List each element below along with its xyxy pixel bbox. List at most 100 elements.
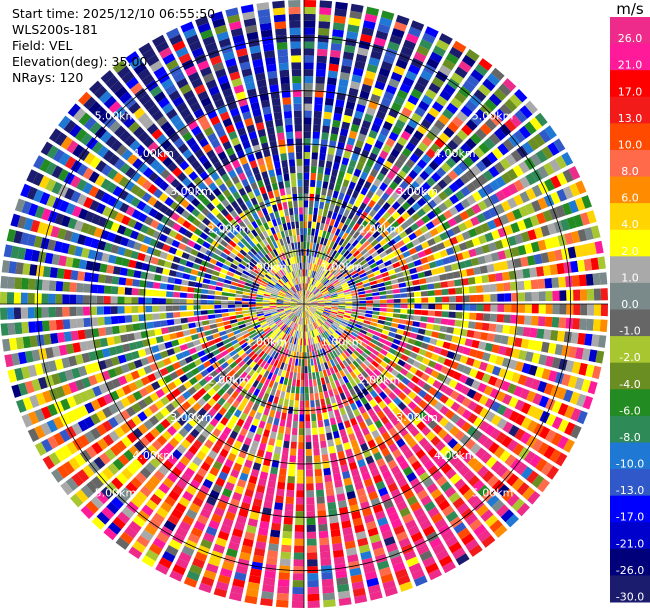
velocity-cell xyxy=(335,1,348,11)
velocity-cell xyxy=(172,305,180,311)
velocity-cell xyxy=(344,540,356,550)
velocity-cell xyxy=(322,323,329,330)
velocity-cell xyxy=(345,301,353,304)
velocity-cell xyxy=(438,202,448,212)
velocity-cell xyxy=(357,315,365,320)
velocity-cell xyxy=(57,332,66,343)
velocity-cell xyxy=(304,345,307,353)
velocity-cell xyxy=(403,39,416,51)
velocity-cell xyxy=(325,397,331,406)
velocity-cell xyxy=(291,434,298,442)
velocity-cell xyxy=(313,124,321,132)
velocity-cell xyxy=(389,230,399,238)
radial-velocity-field xyxy=(0,0,608,608)
velocity-cell xyxy=(359,329,368,335)
velocity-cell xyxy=(126,333,135,342)
velocity-cell xyxy=(405,519,417,530)
velocity-cell xyxy=(403,362,412,371)
velocity-cell xyxy=(221,304,229,309)
velocity-cell xyxy=(340,322,348,328)
velocity-cell xyxy=(434,363,443,372)
velocity-cell xyxy=(385,289,394,295)
velocity-cell xyxy=(274,344,280,352)
velocity-cell xyxy=(358,332,366,338)
velocity-cell xyxy=(360,550,372,561)
velocity-cell xyxy=(323,311,330,315)
velocity-cell xyxy=(317,420,324,428)
velocity-cell xyxy=(504,454,517,467)
velocity-cell xyxy=(462,54,476,68)
velocity-cell xyxy=(302,310,304,318)
velocity-cell xyxy=(404,124,415,135)
velocity-cell xyxy=(301,324,303,332)
velocity-cell xyxy=(349,196,356,205)
velocity-cell xyxy=(272,515,282,524)
velocity-cell xyxy=(201,283,210,289)
velocity-cell xyxy=(385,247,394,255)
velocity-cell xyxy=(41,279,50,291)
velocity-cell xyxy=(106,336,115,346)
velocity-cell xyxy=(173,318,182,325)
velocity-cell xyxy=(356,335,364,341)
velocity-cell xyxy=(343,477,353,486)
velocity-cell xyxy=(327,147,336,155)
velocity-cell xyxy=(311,315,316,322)
velocity-cell xyxy=(362,449,372,459)
velocity-cell xyxy=(431,172,442,183)
velocity-cell xyxy=(168,269,177,277)
velocity-cell xyxy=(495,355,505,366)
velocity-cell xyxy=(434,119,446,131)
velocity-cell xyxy=(307,559,318,567)
velocity-cell xyxy=(314,321,320,328)
velocity-cell xyxy=(82,306,91,316)
velocity-cell xyxy=(269,536,280,545)
velocity-cell xyxy=(320,315,328,320)
velocity-cell xyxy=(337,311,345,315)
velocity-cell xyxy=(180,317,188,324)
velocity-cell xyxy=(373,243,382,251)
velocity-cell xyxy=(367,461,378,471)
velocity-cell xyxy=(406,196,416,206)
velocity-cell xyxy=(258,527,269,536)
velocity-cell xyxy=(69,294,77,304)
velocity-cell xyxy=(396,411,406,421)
velocity-cell xyxy=(277,346,282,354)
velocity-cell xyxy=(329,452,337,461)
velocity-cell xyxy=(304,304,308,311)
velocity-cell xyxy=(307,552,318,560)
velocity-cell xyxy=(331,250,338,258)
velocity-cell xyxy=(308,207,313,215)
velocity-cell xyxy=(319,391,325,400)
velocity-cell xyxy=(398,113,409,124)
velocity-cell xyxy=(407,94,419,106)
velocity-cell xyxy=(358,405,367,415)
velocity-cell xyxy=(389,327,398,333)
velocity-cell xyxy=(63,269,72,280)
velocity-cell xyxy=(222,517,234,528)
velocity-cell xyxy=(466,74,480,88)
velocity-cell xyxy=(380,333,388,340)
velocity-cell xyxy=(494,161,506,174)
velocity-cell xyxy=(343,209,350,218)
velocity-cell xyxy=(352,393,360,402)
velocity-cell xyxy=(310,305,318,309)
velocity-cell xyxy=(447,438,458,449)
velocity-cell xyxy=(309,193,315,201)
velocity-cell xyxy=(442,561,456,574)
velocity-cell xyxy=(339,324,346,330)
velocity-cell xyxy=(294,400,299,408)
velocity-cell xyxy=(252,554,264,564)
velocity-cell xyxy=(406,472,417,483)
velocity-cell xyxy=(417,410,428,420)
velocity-cell xyxy=(307,331,310,339)
velocity-cell xyxy=(529,267,538,278)
velocity-cell xyxy=(445,468,457,480)
velocity-cell xyxy=(357,287,365,292)
velocity-cell xyxy=(553,220,564,233)
velocity-cell xyxy=(524,100,538,115)
velocity-cell xyxy=(165,298,173,304)
velocity-cell xyxy=(432,424,443,435)
velocity-cell xyxy=(248,298,256,302)
velocity-cell xyxy=(77,271,86,281)
velocity-cell xyxy=(221,561,235,571)
